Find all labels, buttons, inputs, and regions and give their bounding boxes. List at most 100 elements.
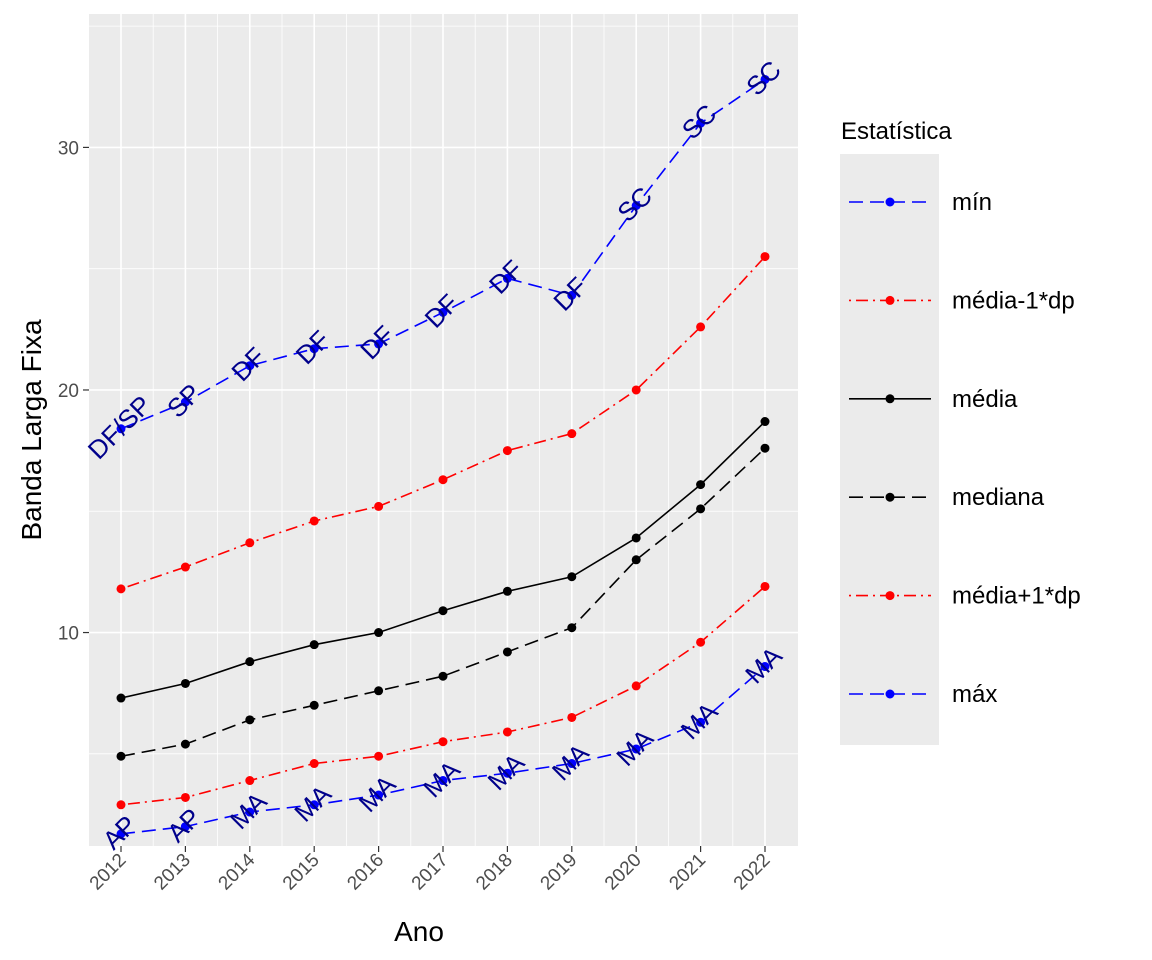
data-point-m-dia bbox=[438, 606, 448, 616]
data-point-m-n bbox=[631, 201, 641, 211]
x-tick-label: 2013 bbox=[150, 850, 195, 895]
x-tick-label: 2020 bbox=[601, 850, 646, 895]
legend-label: mediana bbox=[952, 484, 1045, 511]
data-point-m-x bbox=[502, 768, 512, 778]
data-point-mediana bbox=[502, 647, 512, 657]
data-point-m-dia-1-dp bbox=[631, 681, 641, 691]
x-tick-label: 2015 bbox=[279, 850, 324, 895]
data-point-m-dia bbox=[502, 586, 512, 596]
series-points bbox=[116, 74, 770, 839]
data-point-m-x bbox=[180, 822, 190, 832]
data-point-m-dia-1-dp bbox=[696, 322, 706, 332]
legend-items: mín média-1*dp média mediana média+1*dp máx bbox=[849, 189, 1081, 708]
data-point-m-dia bbox=[760, 417, 770, 427]
data-point-m-x bbox=[116, 829, 126, 839]
data-point-m-n bbox=[567, 290, 577, 300]
x-axis-title: Ano bbox=[394, 916, 444, 947]
data-point-m-x bbox=[760, 662, 770, 672]
data-point-m-dia bbox=[180, 678, 190, 688]
data-point-mediana bbox=[438, 671, 448, 681]
data-point-m-x bbox=[567, 759, 577, 769]
data-point-mediana bbox=[116, 751, 126, 761]
x-tick-label: 2017 bbox=[408, 850, 453, 895]
legend-label: máx bbox=[952, 681, 997, 708]
x-tick-label: 2019 bbox=[537, 850, 582, 895]
data-point-m-dia-1-dp bbox=[438, 737, 448, 747]
data-point-m-n bbox=[502, 273, 512, 283]
legend-key-point bbox=[885, 492, 895, 502]
data-point-m-dia-1-dp bbox=[245, 538, 255, 548]
x-tick-label: 2012 bbox=[86, 850, 131, 895]
data-point-m-x bbox=[374, 790, 384, 800]
legend-key-background bbox=[840, 154, 939, 745]
data-point-m-n bbox=[116, 424, 126, 434]
data-point-m-n bbox=[374, 339, 384, 349]
data-point-mediana bbox=[309, 700, 319, 710]
legend: Estatística mín média-1*dp média mediana méd… bbox=[840, 118, 1081, 745]
data-point-m-dia bbox=[631, 533, 641, 543]
legend-key-point bbox=[885, 591, 895, 601]
legend-label: média+1*dp bbox=[952, 583, 1081, 610]
data-point-mediana bbox=[631, 555, 641, 565]
data-point-m-n bbox=[438, 307, 448, 317]
y-tick-label: 10 bbox=[58, 624, 79, 645]
data-point-m-n bbox=[696, 118, 706, 128]
data-point-m-x bbox=[309, 800, 319, 810]
data-point-m-dia-1-dp bbox=[116, 800, 126, 810]
data-point-m-x bbox=[438, 776, 448, 786]
data-point-m-n bbox=[760, 74, 770, 84]
data-point-m-dia-1-dp bbox=[631, 385, 641, 395]
legend-label: média-1*dp bbox=[952, 287, 1075, 314]
series-line-mediana bbox=[120, 447, 766, 758]
y-axis-title: Banda Larga Fixa bbox=[16, 319, 47, 540]
data-point-mediana bbox=[180, 739, 190, 749]
data-point-m-dia-1-dp bbox=[760, 581, 770, 591]
legend-title: Estatística bbox=[841, 118, 952, 145]
data-point-m-dia-1-dp bbox=[180, 562, 190, 572]
data-point-m-n bbox=[180, 397, 190, 407]
data-point-m-dia-1-dp bbox=[374, 751, 384, 761]
data-point-m-dia bbox=[116, 693, 126, 703]
y-tick-label: 30 bbox=[58, 138, 79, 159]
data-point-m-dia-1-dp bbox=[309, 516, 319, 526]
data-point-m-dia-1-dp bbox=[245, 776, 255, 786]
data-point-mediana bbox=[567, 623, 577, 633]
data-point-mediana bbox=[760, 443, 770, 453]
data-point-m-x bbox=[696, 717, 706, 727]
data-point-m-dia-1-dp bbox=[760, 252, 770, 262]
data-point-m-dia-1-dp bbox=[438, 475, 448, 485]
x-tick-label: 2022 bbox=[730, 850, 775, 895]
legend-key-point bbox=[885, 295, 895, 305]
data-point-mediana bbox=[696, 504, 706, 514]
series-line-m-dia-1-dp bbox=[120, 256, 766, 590]
data-point-mediana bbox=[245, 715, 255, 725]
data-point-m-dia bbox=[245, 657, 255, 667]
legend-label: média bbox=[952, 386, 1018, 413]
data-point-m-dia-1-dp bbox=[502, 446, 512, 456]
data-point-m-dia bbox=[567, 572, 577, 582]
x-tick-label: 2014 bbox=[215, 849, 260, 894]
data-point-m-n bbox=[309, 344, 319, 354]
x-tick-label: 2021 bbox=[665, 850, 710, 895]
data-point-m-dia-1-dp bbox=[502, 727, 512, 737]
data-point-m-x bbox=[631, 744, 641, 754]
data-point-m-dia-1-dp bbox=[567, 712, 577, 722]
data-point-m-dia-1-dp bbox=[567, 429, 577, 439]
data-point-m-dia bbox=[696, 480, 706, 490]
data-point-m-dia-1-dp bbox=[116, 584, 126, 594]
data-point-m-n bbox=[245, 361, 255, 371]
legend-key-point bbox=[885, 394, 895, 404]
y-axis: 10 20 30 bbox=[58, 138, 89, 645]
legend-label: mín bbox=[952, 189, 992, 216]
data-point-mediana bbox=[374, 686, 384, 696]
data-point-m-dia bbox=[309, 640, 319, 650]
y-tick-label: 20 bbox=[58, 381, 79, 402]
data-point-m-dia bbox=[374, 628, 384, 638]
data-point-m-dia-1-dp bbox=[309, 759, 319, 769]
data-point-m-dia-1-dp bbox=[374, 501, 384, 511]
data-point-m-x bbox=[245, 807, 255, 817]
legend-key-point bbox=[885, 197, 895, 207]
legend-key-point bbox=[885, 689, 895, 699]
